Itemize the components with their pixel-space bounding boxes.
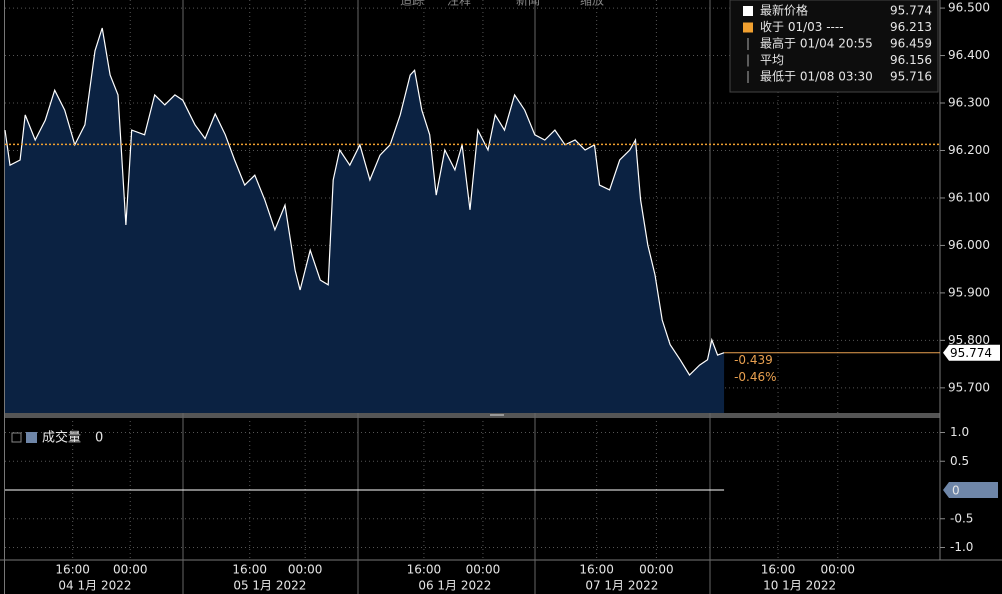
legend-box	[729, 0, 939, 93]
x-tick-label: 00:00	[639, 563, 674, 577]
legend-icon	[11, 432, 22, 443]
legend-label: 最低于 01/08 03:30	[760, 70, 873, 84]
x-tick-label: 16:00	[407, 563, 442, 577]
y-tick-label: 96.400	[948, 48, 990, 62]
x-tick-label: 16:00	[232, 563, 267, 577]
legend-value: 95.716	[890, 70, 932, 84]
y-tick-label: 96.300	[948, 96, 990, 110]
last-price-box	[943, 344, 1000, 361]
y-tick-label: 96.500	[948, 1, 990, 15]
x-tick-label: 00:00	[288, 563, 323, 577]
date-label: 10 1月 2022	[763, 579, 836, 593]
date-label: 06 1月 2022	[418, 579, 491, 593]
x-tick-label: 16:00	[761, 563, 796, 577]
date-label: 07 1月 2022	[585, 579, 658, 593]
legend-swatch	[743, 22, 753, 33]
divider-handle[interactable]	[490, 414, 504, 416]
volume-box	[943, 482, 998, 498]
y-tick-label: 1.0	[950, 425, 969, 439]
legend-label: 收于 01/03 ----	[760, 20, 844, 34]
legend: 最新价格 95.774 收于 01/03 ---- 96.213 最高于 01/04 2…	[729, 0, 939, 93]
date-label: 04 1月 2022	[58, 579, 131, 593]
legend-label: 平均	[760, 53, 784, 67]
x-tick-label: 16:00	[55, 563, 90, 577]
x-tick-label: 00:00	[466, 563, 501, 577]
toolbar-button[interactable]: 注释	[447, 0, 471, 8]
legend-value: 95.774	[890, 4, 932, 18]
y-tick-label: 95.700	[948, 380, 990, 394]
legend-swatch	[26, 432, 37, 443]
toolbar-button[interactable]: 缩放	[580, 0, 604, 8]
x-tick-label: 00:00	[113, 563, 148, 577]
y-tick-label: 96.100	[948, 190, 990, 204]
legend-label: 最高于 01/04 20:55	[760, 36, 873, 51]
legend-value: 96.156	[890, 53, 932, 67]
volume-box-label: 0	[952, 484, 960, 498]
y-tick-label: 96.000	[948, 238, 990, 252]
price-line	[4, 27, 725, 376]
legend-label: 最新价格	[760, 3, 808, 18]
last-price-label: 95.774	[950, 346, 992, 360]
legend-label: 成交量	[42, 430, 81, 446]
change-annotation: -0.439	[734, 353, 773, 367]
toolbar-button[interactable]: 追踪	[400, 0, 424, 8]
area-fill	[5, 28, 725, 413]
toolbar-button[interactable]: 新闻	[516, 0, 540, 8]
y-tick-label: 95.900	[948, 285, 990, 299]
legend-swatch	[743, 6, 753, 16]
change-annotation: -0.46%	[734, 370, 776, 384]
x-tick-label: 00:00	[820, 563, 855, 577]
date-label: 05 1月 2022	[233, 579, 306, 593]
toolbar: 追踪 注释 新闻 缩放	[400, 0, 604, 8]
panel-divider[interactable]	[5, 413, 940, 418]
y-tick-label: 96.200	[948, 143, 990, 157]
legend-value: 96.213	[890, 20, 932, 34]
y-tick-label: -1.0	[950, 540, 973, 554]
legend-value: 96.459	[890, 37, 932, 51]
x-tick-label: 16:00	[579, 563, 614, 577]
y-tick-label: -0.5	[950, 511, 973, 525]
legend-value: 0	[95, 431, 103, 446]
y-tick-label: 0.5	[950, 454, 969, 468]
y-tick-label: 95.800	[948, 333, 990, 347]
